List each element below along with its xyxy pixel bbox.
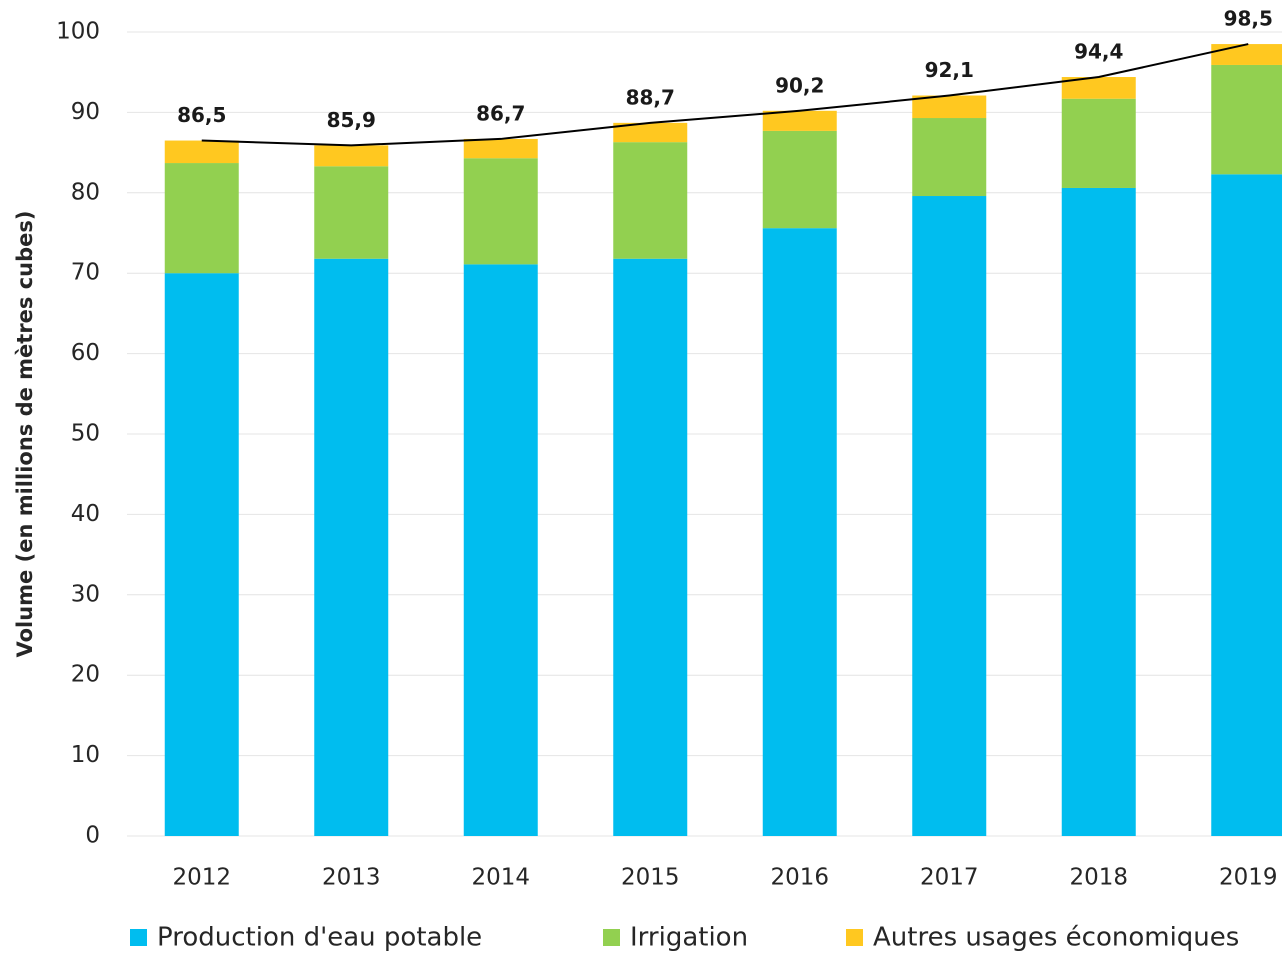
y-axis-title: Volume (en millions de mètres cubes) xyxy=(13,210,37,657)
total-label: 88,7 xyxy=(626,85,675,109)
y-tick-label: 30 xyxy=(71,581,100,607)
y-tick-label: 0 xyxy=(85,823,100,849)
y-tick-label: 60 xyxy=(71,340,100,366)
bar-segment xyxy=(314,145,389,167)
bar-segment xyxy=(1061,187,1136,836)
bar-segment xyxy=(314,258,389,836)
bar-segment xyxy=(314,166,389,259)
legend-swatch xyxy=(130,929,147,946)
legend-swatch xyxy=(846,929,863,946)
x-tick-label: 2017 xyxy=(920,865,979,891)
bar-segment xyxy=(912,95,987,119)
y-tick-label: 50 xyxy=(71,421,100,447)
total-label: 90,2 xyxy=(775,73,824,97)
y-tick-label: 80 xyxy=(71,179,100,205)
bar-segment xyxy=(164,140,239,164)
bar-segment xyxy=(1211,44,1282,65)
legend-swatch xyxy=(603,929,620,946)
y-tick-label: 40 xyxy=(71,501,100,527)
legend-label: Autres usages économiques xyxy=(873,923,1239,953)
x-tick-label: 2012 xyxy=(172,865,231,891)
bar-segment xyxy=(1061,77,1136,99)
y-tick-label: 100 xyxy=(56,19,100,45)
bar-segment xyxy=(762,130,837,229)
bar-segment xyxy=(463,158,538,265)
x-tick-label: 2016 xyxy=(770,865,829,891)
bar-segment xyxy=(912,118,987,197)
total-label: 85,9 xyxy=(327,108,376,132)
bar-segment xyxy=(613,122,688,143)
x-tick-label: 2019 xyxy=(1219,865,1278,891)
x-tick-label: 2014 xyxy=(471,865,530,891)
bar-segment xyxy=(613,142,688,259)
bar-segment xyxy=(1061,98,1136,188)
legend-label: Irrigation xyxy=(630,923,748,953)
x-tick-label: 2015 xyxy=(621,865,680,891)
bar-segment xyxy=(762,110,837,131)
bar-segment xyxy=(1211,64,1282,175)
y-tick-label: 70 xyxy=(71,260,100,286)
x-tick-label: 2018 xyxy=(1069,865,1128,891)
total-label: 94,4 xyxy=(1074,40,1123,64)
total-label: 86,7 xyxy=(476,101,525,125)
legend-label: Production d'eau potable xyxy=(157,923,482,953)
x-tick-label: 2013 xyxy=(322,865,381,891)
y-tick-label: 20 xyxy=(71,662,100,688)
bar-segment xyxy=(463,264,538,837)
total-line xyxy=(201,43,1249,147)
total-label: 98,5 xyxy=(1224,7,1273,31)
bar-segment xyxy=(762,228,837,836)
total-label: 92,1 xyxy=(925,58,974,82)
bar-segment xyxy=(1211,174,1282,837)
bar-segment xyxy=(164,273,239,836)
bar-segment xyxy=(912,196,987,837)
bar-segment xyxy=(463,138,538,159)
total-label: 86,5 xyxy=(177,103,226,127)
bar-segment xyxy=(164,163,239,274)
y-tick-label: 90 xyxy=(71,99,100,125)
bar-segment xyxy=(613,258,688,836)
y-tick-label: 10 xyxy=(71,742,100,768)
